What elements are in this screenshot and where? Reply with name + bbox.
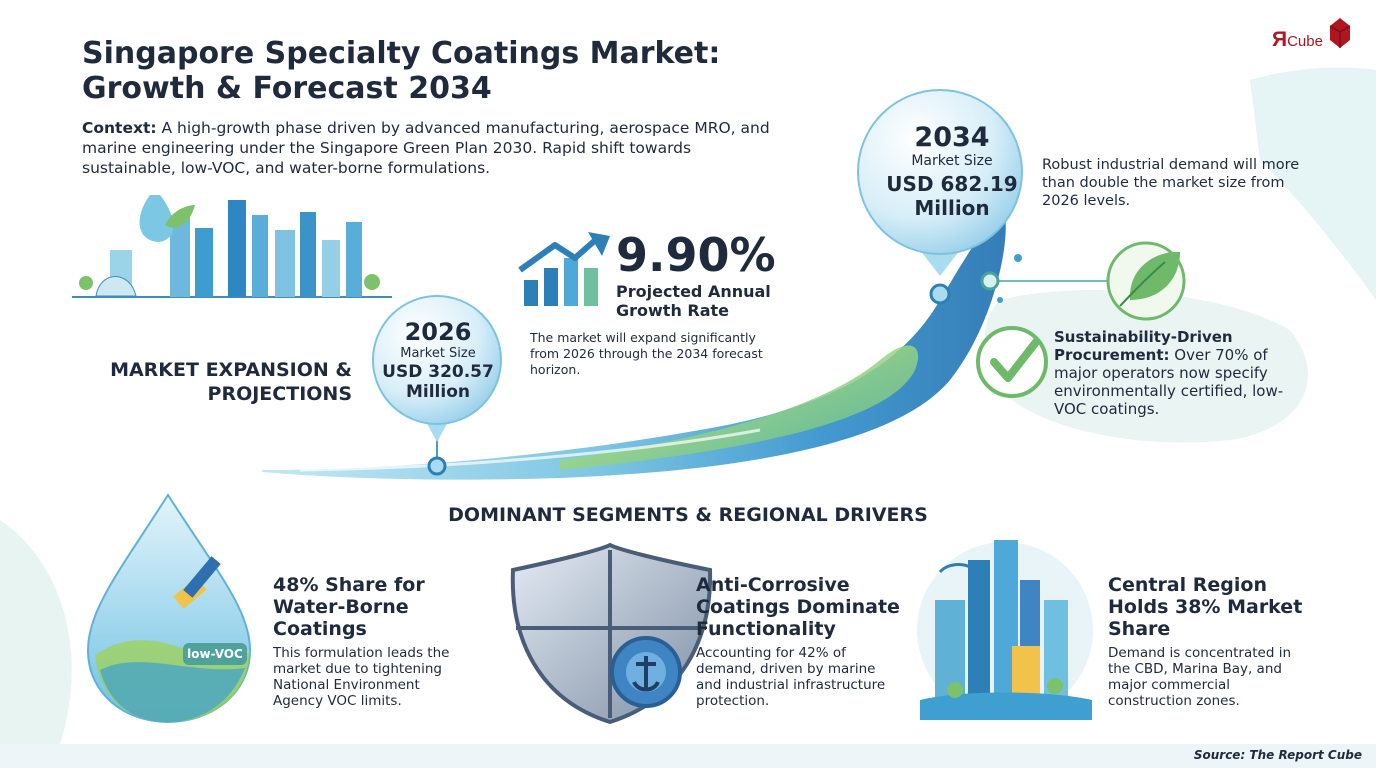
leaf-icon xyxy=(1106,241,1186,321)
section-heading-expansion: MARKET EXPANSION & PROJECTIONS xyxy=(110,359,352,405)
brand-logo: ЯCube xyxy=(1272,28,1323,52)
source-credit: Source: The Report Cube xyxy=(1193,748,1362,762)
card-anti-corrosive-description: Accounting for 42% of demand, driven by … xyxy=(696,645,886,709)
card-central-region-description: Demand is concentrated in the CBD, Marin… xyxy=(1108,645,1292,709)
sustainability-label: Sustainability-Driven Procurement: xyxy=(1054,328,1233,364)
bubble-2026-year: 2026 xyxy=(404,318,472,346)
brand-name: Cube xyxy=(1287,33,1323,50)
card-anti-corrosive-title: Anti-Corrosive Coatings Dominate Functio… xyxy=(696,574,900,640)
card-water-borne-description: This formulation leads the market due to… xyxy=(273,645,450,709)
context-text: Context: A high-growth phase driven by a… xyxy=(82,118,772,178)
bubble-2026-value: USD 320.57 Million xyxy=(382,362,494,402)
brand-cube-icon xyxy=(1329,18,1351,48)
sustainability-cloud xyxy=(985,290,1308,443)
card-water-borne-title: 48% Share for Water-Borne Coatings xyxy=(273,574,425,640)
marker-2026 xyxy=(427,456,447,476)
bubble-2034-label: Market Size xyxy=(911,153,993,169)
growth-wave xyxy=(262,215,1022,480)
shield-gear-icon xyxy=(510,542,713,725)
page-title: Singapore Specialty Coatings Market: Gro… xyxy=(82,36,721,106)
skyline-illustration xyxy=(72,195,392,298)
brand-letter: Я xyxy=(1272,28,1288,51)
marker-2034 xyxy=(929,283,951,305)
check-icon xyxy=(976,326,1048,398)
card-central-region-title: Central Region Holds 38% Market Share xyxy=(1108,574,1303,640)
footer-bar xyxy=(0,744,1376,768)
low-voc-badge: low-VOC xyxy=(183,643,247,665)
water-drop-brush-icon xyxy=(86,493,252,724)
growth-arrow-icon xyxy=(518,232,610,306)
context-label: Context: xyxy=(82,119,157,137)
top-right-wash xyxy=(1250,67,1376,300)
bubble-2034-year: 2034 xyxy=(914,122,990,153)
sustainability-text: Sustainability-Driven Procurement: Over … xyxy=(1054,328,1304,418)
marker-sustain xyxy=(980,271,1000,291)
bubble-2026-tail xyxy=(425,420,449,442)
bottom-left-wash xyxy=(0,520,72,744)
growth-rate-label: Projected Annual Growth Rate xyxy=(616,282,771,320)
bubble-2034 xyxy=(857,89,1023,255)
bubble-2034-tail xyxy=(920,250,960,276)
growth-rate-description: The market will expand significantly fro… xyxy=(530,330,763,377)
city-globe-icon xyxy=(917,540,1093,720)
bubble-2026-label: Market Size xyxy=(400,346,476,361)
context-body: A high-growth phase driven by advanced m… xyxy=(82,119,770,177)
sustainability-body: Over 70% of major operators now specify … xyxy=(1054,346,1284,418)
bubble-2034-value: USD 682.19 Million xyxy=(886,172,1018,220)
robust-demand-note: Robust industrial demand will more than … xyxy=(1042,157,1300,209)
bubble-2026 xyxy=(372,295,502,425)
growth-rate-value: 9.90% xyxy=(616,228,776,282)
section-heading-segments: DOMINANT SEGMENTS & REGIONAL DRIVERS xyxy=(448,504,928,526)
